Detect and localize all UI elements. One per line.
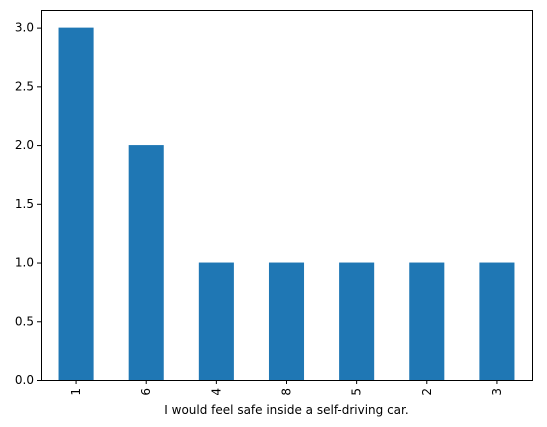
bar-8: [268, 262, 305, 380]
y-tick-label: 3.0: [15, 21, 34, 35]
bar-1: [58, 27, 94, 380]
bar-3: [479, 262, 515, 380]
y-tick-label: 0.0: [15, 373, 34, 387]
x-tick-label: 4: [209, 388, 223, 396]
x-axis-label: I would feel safe inside a self-driving …: [164, 403, 408, 417]
x-tick-label: 2: [420, 388, 434, 396]
bar-6: [128, 145, 164, 380]
y-tick-label: 2.0: [15, 138, 34, 152]
bar-2: [409, 262, 445, 380]
x-tick-label: 6: [139, 388, 153, 396]
x-tick-label: 5: [350, 388, 364, 396]
y-tick-label: 1.5: [15, 197, 34, 211]
plot-frame: [41, 10, 533, 381]
bar-5: [339, 262, 375, 380]
y-tick-label: 2.5: [15, 79, 34, 93]
x-tick-label: 1: [69, 388, 83, 396]
bars: [58, 27, 515, 380]
y-tick-label: 0.5: [15, 314, 34, 328]
x-tick-label: 8: [280, 388, 294, 396]
y-tick-label: 1.0: [15, 256, 34, 270]
y-axis: 0.0 0.5 1.0 1.5 2.0 2.5 3.0: [15, 21, 41, 387]
x-axis: 1 6 4 8 5 2 3: [69, 380, 504, 396]
x-tick-label: 3: [490, 388, 504, 396]
bar-4: [198, 262, 234, 380]
